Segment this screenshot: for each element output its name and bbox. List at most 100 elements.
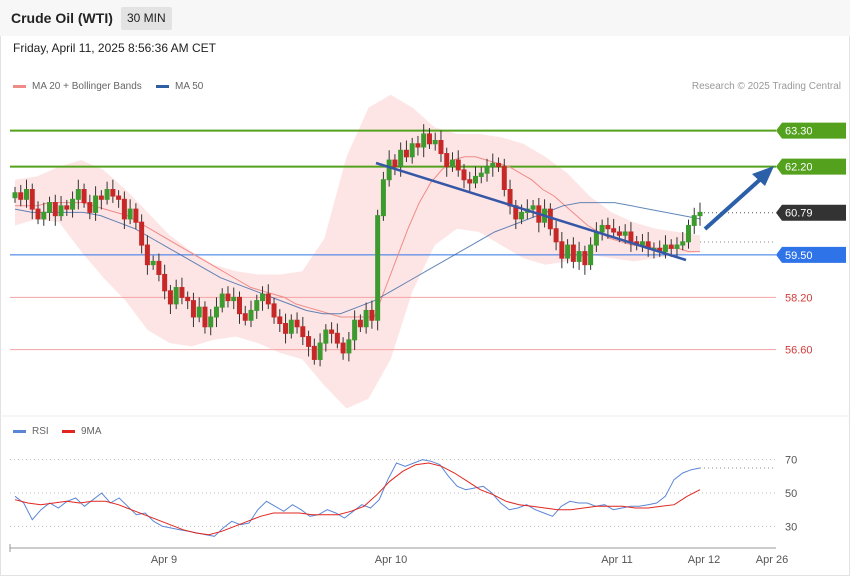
ma50-line xyxy=(14,202,701,315)
resistance-level-label: 62.20 xyxy=(785,162,813,174)
candle-up xyxy=(288,319,294,334)
ma50-swatch xyxy=(156,85,169,88)
rsi-line xyxy=(14,459,701,537)
candle-down xyxy=(225,293,231,302)
legend-label: 9MA xyxy=(81,426,102,437)
candle-down xyxy=(553,228,559,243)
candle-down xyxy=(340,342,346,354)
bollinger-band-area xyxy=(15,94,700,409)
projection-arrow-shaft xyxy=(703,174,766,231)
candle-up xyxy=(323,329,329,344)
legend-label: RSI xyxy=(32,426,49,437)
downtrend-line xyxy=(375,161,687,262)
legend-9ma: 9MA xyxy=(62,426,102,437)
candle-down xyxy=(29,189,35,210)
candle-up xyxy=(213,306,219,318)
candle-up xyxy=(208,316,214,328)
candle-up xyxy=(478,172,484,177)
candle-up xyxy=(375,215,381,321)
candle-down xyxy=(202,306,208,328)
candle-up xyxy=(519,211,525,220)
candle-down xyxy=(570,244,576,262)
legend-ma20-bollinger: MA 20 + Bollinger Bands xyxy=(13,81,142,92)
instrument-title: Crude Oil (WTI) xyxy=(11,10,113,26)
candle-up xyxy=(58,205,64,217)
candle-up xyxy=(75,189,81,200)
ma9-swatch xyxy=(62,430,75,433)
candle-up xyxy=(219,293,225,308)
candle-down xyxy=(300,326,306,338)
candle-down xyxy=(116,195,122,200)
candle-down xyxy=(334,332,340,344)
projection-arrow-head xyxy=(752,166,774,186)
candle-down xyxy=(144,244,150,266)
candle-down xyxy=(52,202,58,217)
legend-ma50: MA 50 xyxy=(156,81,203,92)
candle-down xyxy=(605,224,611,230)
candle-up xyxy=(24,189,30,200)
candle-down xyxy=(162,273,168,292)
rsi-9ma-line xyxy=(14,462,701,536)
time-tick-label: Apr 12 xyxy=(688,554,720,566)
candle-up xyxy=(346,339,352,354)
candle-up xyxy=(490,162,496,168)
candle-down xyxy=(582,251,588,266)
candle-up xyxy=(639,241,645,246)
candle-up xyxy=(599,224,605,233)
candle-down xyxy=(265,293,271,305)
candle-up xyxy=(93,195,99,213)
timestamp: Friday, April 11, 2025 8:56:36 AM CET xyxy=(13,41,216,55)
candle-down xyxy=(277,316,283,324)
candle-down xyxy=(81,189,87,204)
candle-up xyxy=(196,306,202,318)
candle-down xyxy=(668,244,674,249)
time-tick-label: Apr 11 xyxy=(601,554,633,566)
rsi-tick-label: 50 xyxy=(785,488,797,500)
support-level-label: 58.20 xyxy=(785,292,813,304)
candle-down xyxy=(311,345,317,360)
candle-down xyxy=(467,179,473,184)
candle-up xyxy=(104,189,110,200)
candle-up xyxy=(380,179,386,217)
candle-down xyxy=(426,133,432,145)
candle-down xyxy=(87,202,93,213)
support-level-label: 56.60 xyxy=(785,345,813,357)
candle-down xyxy=(403,149,409,158)
candle-up xyxy=(530,205,536,210)
rsi-tick-label: 70 xyxy=(785,455,797,467)
candle-down xyxy=(133,208,139,223)
candle-down xyxy=(455,159,461,171)
candle-down xyxy=(179,287,185,298)
candle-up xyxy=(697,211,703,217)
candle-up xyxy=(398,149,404,168)
candle-up xyxy=(576,251,582,262)
candle-up xyxy=(662,244,668,253)
candle-down xyxy=(616,231,622,236)
candle-down xyxy=(329,329,335,334)
legend-label: MA 50 xyxy=(175,81,204,92)
candle-down xyxy=(294,319,300,328)
time-tick-label: Apr 26 xyxy=(756,554,788,566)
candle-down xyxy=(271,303,277,318)
interval-button[interactable]: 30 MIN xyxy=(121,7,172,30)
legend-rsi: RSI xyxy=(13,426,49,437)
candle-up xyxy=(432,139,438,145)
candle-down xyxy=(357,319,363,328)
candle-up xyxy=(622,231,628,236)
candle-up xyxy=(231,296,237,302)
candle-up xyxy=(127,208,133,220)
candle-down xyxy=(628,231,634,243)
candle-down xyxy=(64,205,70,210)
candle-down xyxy=(611,228,617,233)
candle-down xyxy=(306,336,312,347)
candle-up xyxy=(449,159,455,168)
candle-up xyxy=(421,133,427,148)
candle-down xyxy=(392,159,398,168)
candle-up xyxy=(150,260,156,266)
candle-up xyxy=(674,244,680,249)
candle-down xyxy=(236,296,242,315)
candle-down xyxy=(496,162,502,168)
chart-header: Crude Oil (WTI) 30 MIN xyxy=(0,0,850,36)
time-tick-label: Apr 10 xyxy=(375,554,407,566)
